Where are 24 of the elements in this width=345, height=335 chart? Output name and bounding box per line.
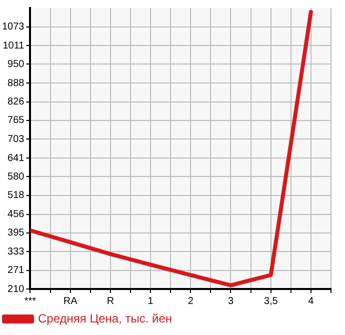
y-tick-label: 888 xyxy=(8,78,25,89)
y-tick-label: 1011 xyxy=(2,40,25,52)
y-tick-label: 456 xyxy=(8,209,25,220)
y-tick-label: 210 xyxy=(8,284,25,295)
x-tick-label: *** xyxy=(24,296,36,307)
y-tick-label: 765 xyxy=(8,115,25,126)
y-tick-label: 333 xyxy=(8,246,25,258)
y-tick-label: 518 xyxy=(8,190,25,202)
x-tick-label: 4 xyxy=(308,296,314,307)
y-tick-label: 703 xyxy=(8,134,25,145)
x-tick-label: 3 xyxy=(228,296,234,307)
y-tick-label: 826 xyxy=(8,96,25,108)
x-tick-label: RA xyxy=(63,296,78,307)
y-tick-label: 395 xyxy=(8,228,25,239)
y-tick-label: 1073 xyxy=(2,22,25,33)
y-tick-label: 580 xyxy=(8,171,25,182)
x-tick-label: R xyxy=(106,296,114,307)
y-tick-label: 641 xyxy=(8,152,25,164)
y-tick-label: 271 xyxy=(8,265,25,276)
x-tick-label: 2 xyxy=(188,296,194,307)
legend-label: Средняя Цена, тыс. йен xyxy=(38,311,172,326)
y-tick-label: 950 xyxy=(8,58,25,70)
x-tick-label: 1 xyxy=(148,296,154,307)
x-tick-label: 3,5 xyxy=(264,296,278,307)
